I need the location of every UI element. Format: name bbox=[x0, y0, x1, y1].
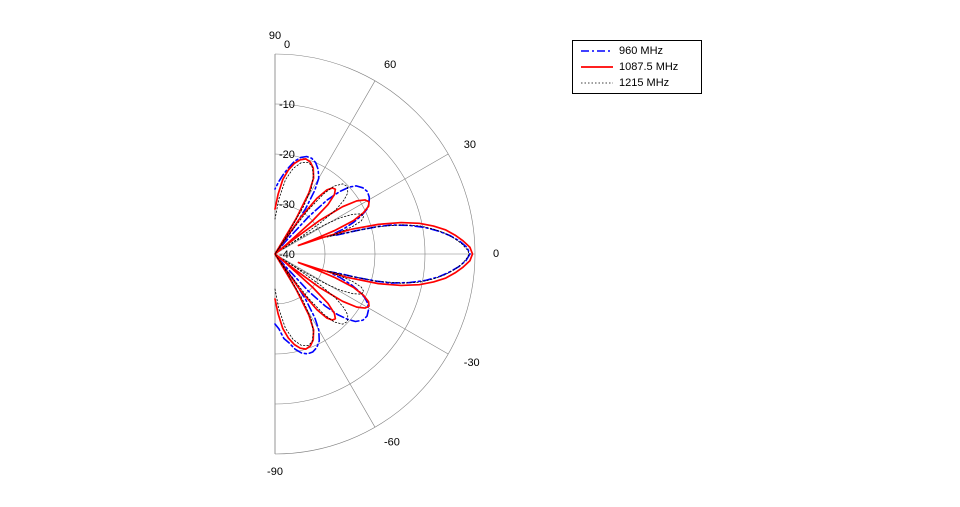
legend-swatch bbox=[579, 59, 615, 75]
angular-tick-label: -90 bbox=[267, 466, 283, 478]
angular-tick-label: -60 bbox=[384, 437, 400, 449]
polar-chart: -90-60-300306090-40-30-20-100 960 MHz108… bbox=[0, 0, 960, 507]
angular-grid bbox=[275, 254, 448, 354]
legend-row: 1215 MHz bbox=[579, 75, 695, 91]
angular-tick-label: 90 bbox=[269, 30, 281, 42]
angular-tick-label: 30 bbox=[464, 139, 476, 151]
angular-grid bbox=[275, 154, 448, 254]
radial-tick-label: -10 bbox=[279, 99, 295, 111]
angular-tick-label: -30 bbox=[464, 357, 480, 369]
series-line bbox=[275, 157, 470, 354]
angular-tick-label: 0 bbox=[493, 248, 499, 260]
legend-label: 960 MHz bbox=[619, 44, 663, 59]
legend-label: 1087.5 MHz bbox=[619, 60, 678, 75]
legend-label: 1215 MHz bbox=[619, 76, 669, 91]
radial-tick-label: 0 bbox=[284, 39, 290, 51]
legend-box: 960 MHz1087.5 MHz1215 MHz bbox=[572, 40, 702, 94]
legend-swatch bbox=[579, 75, 615, 91]
radial-tick-label: -20 bbox=[279, 149, 295, 161]
legend-swatch bbox=[579, 43, 615, 59]
angular-tick-label: 60 bbox=[384, 59, 396, 71]
polar-svg: -90-60-300306090-40-30-20-100 bbox=[0, 0, 960, 507]
radial-tick-label: -30 bbox=[279, 199, 295, 211]
legend-row: 1087.5 MHz bbox=[579, 59, 695, 75]
legend-row: 960 MHz bbox=[579, 43, 695, 59]
